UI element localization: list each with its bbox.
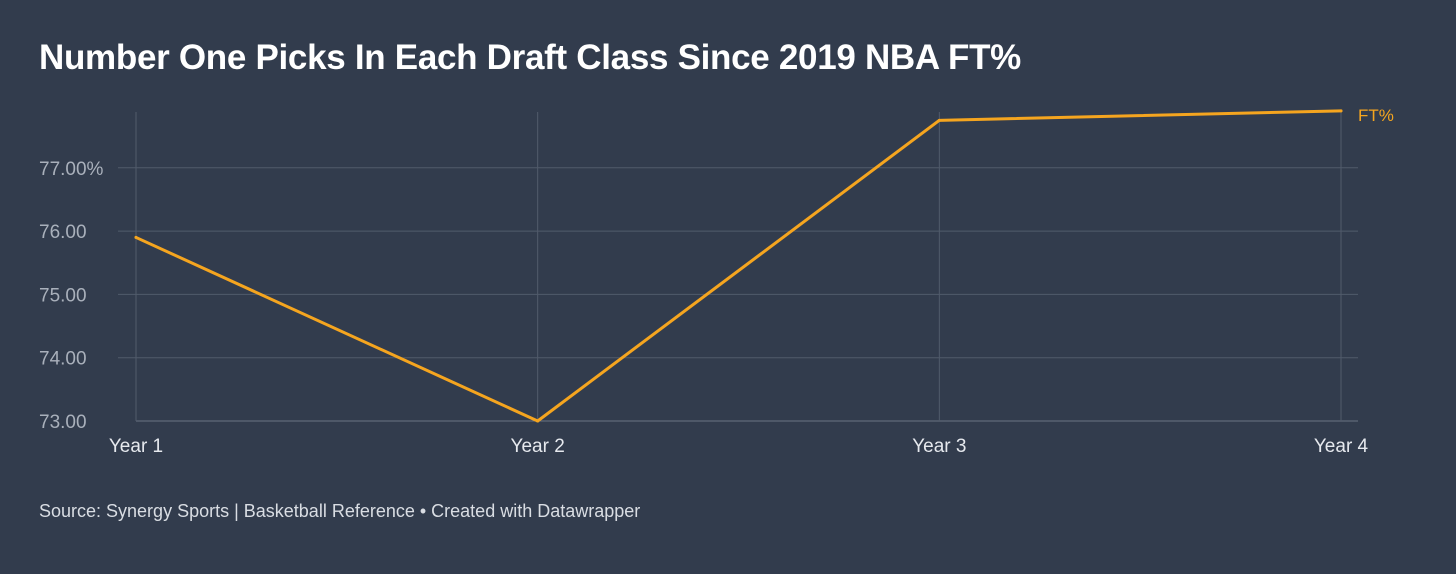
series-label: FT% (1358, 106, 1394, 125)
y-tick-label: 77.00% (39, 159, 104, 180)
x-axis-ticks: Year 1 Year 2 Year 3 Year 4 (109, 436, 1369, 457)
series-line (134, 109, 1343, 423)
source-footer: Source: Synergy Sports | Basketball Refe… (39, 501, 641, 521)
grid-lines (118, 112, 1358, 422)
y-tick-label: 73.00 (39, 412, 87, 433)
chart-title: Number One Picks In Each Draft Class Sin… (39, 38, 1021, 77)
data-point (134, 235, 138, 239)
data-point (1339, 109, 1343, 113)
x-tick-label: Year 1 (109, 436, 163, 457)
data-point (937, 118, 941, 122)
y-tick-label: 76.00 (39, 222, 87, 243)
y-axis-ticks: 73.00 74.00 75.00 76.00 77.00% (39, 159, 104, 433)
x-tick-label: Year 3 (912, 436, 966, 457)
y-tick-label: 75.00 (39, 285, 87, 306)
series-lines: FT% (134, 106, 1394, 423)
x-tick-label: Year 4 (1314, 436, 1369, 457)
y-tick-label: 74.00 (39, 349, 87, 370)
data-point (536, 419, 540, 423)
x-tick-label: Year 2 (511, 436, 565, 457)
